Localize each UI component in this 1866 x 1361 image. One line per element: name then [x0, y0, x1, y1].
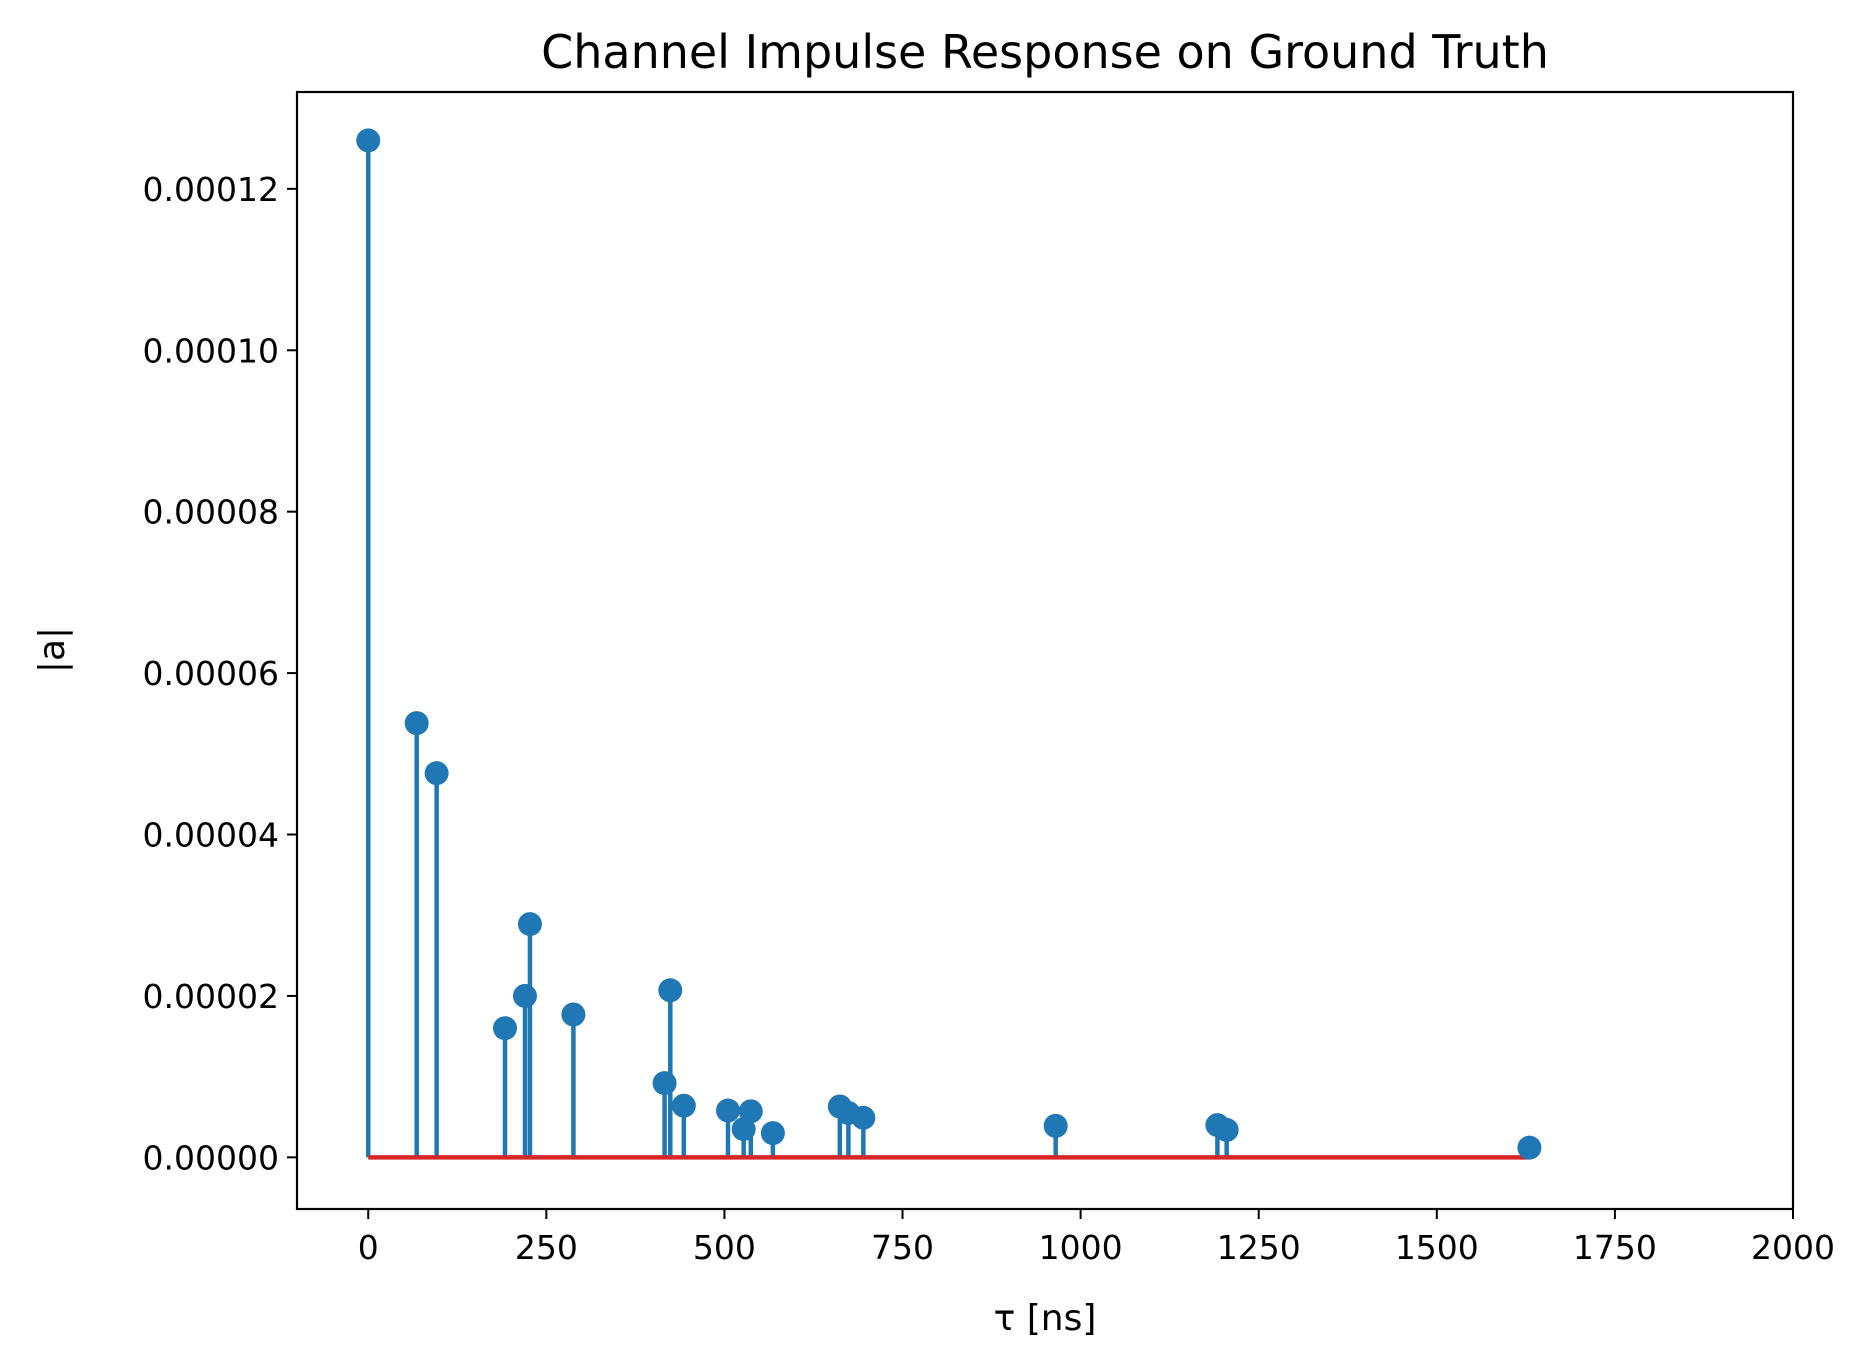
x-tick-label: 1250	[1217, 1228, 1301, 1267]
stem-marker	[517, 912, 542, 937]
plot-area	[356, 128, 1542, 1160]
x-axis: 0 250 500 750 1000 1250 1500 1750 2000	[358, 1209, 1835, 1267]
stem-marker	[493, 1016, 518, 1041]
x-axis-label: τ [ns]	[994, 1298, 1097, 1339]
y-tick-label: 0.00008	[143, 493, 279, 532]
stem-marker	[738, 1099, 763, 1124]
x-tick-label: 1750	[1573, 1228, 1657, 1267]
stem-marker	[1214, 1117, 1239, 1142]
y-tick-label: 0.00002	[143, 977, 279, 1016]
stem-marker	[671, 1093, 696, 1118]
y-tick-label: 0.00010	[143, 331, 279, 370]
x-tick-label: 0	[358, 1228, 379, 1267]
y-tick-label: 0.00000	[143, 1138, 279, 1177]
stem-marker	[512, 983, 537, 1008]
stem-marker	[1043, 1113, 1068, 1138]
chart-title: Channel Impulse Response on Ground Truth	[541, 25, 1549, 79]
y-axis-label: |a|	[32, 627, 73, 673]
stem-marker	[715, 1098, 740, 1123]
x-tick-label: 500	[693, 1228, 756, 1267]
stem-marker	[561, 1002, 586, 1027]
stem-marker	[1517, 1135, 1542, 1160]
stem-marker	[658, 978, 683, 1003]
y-axis: 0.00000 0.00002 0.00004 0.00006 0.00008 0.000…	[143, 170, 297, 1177]
stem-marker	[356, 128, 381, 153]
x-tick-label: 1500	[1395, 1228, 1479, 1267]
stem-marker	[851, 1105, 876, 1130]
x-tick-label: 250	[515, 1228, 578, 1267]
stem-marker	[404, 711, 429, 736]
y-tick-label: 0.00012	[143, 170, 279, 209]
stem-marker	[424, 761, 449, 786]
stem-marker	[760, 1121, 785, 1146]
x-tick-label: 750	[871, 1228, 934, 1267]
x-tick-label: 1000	[1039, 1228, 1123, 1267]
y-tick-label: 0.00006	[143, 654, 279, 693]
y-tick-label: 0.00004	[143, 816, 279, 855]
x-tick-label: 2000	[1751, 1228, 1835, 1267]
stem-marker	[652, 1071, 677, 1096]
axes-frame	[295, 90, 1795, 1211]
